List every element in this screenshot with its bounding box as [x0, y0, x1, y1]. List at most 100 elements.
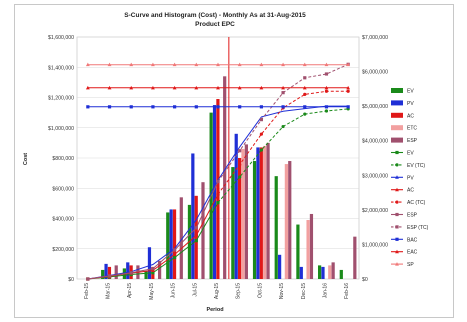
y-tick-label: $1,200,000 — [48, 96, 74, 102]
bar-esp — [157, 260, 162, 279]
line-ev-tc-marker — [238, 175, 242, 179]
bar-ev — [318, 265, 322, 279]
bar-ac — [238, 158, 242, 279]
line-ac-tc-marker — [216, 192, 220, 196]
line-ac-tc-marker — [238, 162, 242, 167]
x-tick-label: Jan-16 — [322, 283, 328, 299]
x-tick-label: Nov-15 — [279, 283, 285, 299]
line-ac-marker — [173, 252, 177, 257]
y2-tick-label: $4,000,000 — [362, 139, 388, 145]
bar-ev — [274, 176, 278, 279]
legend-item-sp: SP — [391, 262, 414, 268]
y-tick-label: $400,000 — [52, 217, 74, 223]
line-bac-marker — [303, 105, 307, 109]
legend-item-bac: BAC — [391, 237, 418, 243]
line-ev-marker — [194, 239, 198, 243]
y-tick-label: $800,000 — [52, 156, 74, 162]
legend-item-ev: EV — [391, 151, 414, 157]
bar-ac — [194, 195, 198, 279]
line-eac-marker — [151, 85, 155, 90]
y-axis-label: Cost — [23, 153, 29, 165]
s-curve-histogram-chart: S-Curve and Histogram (Cost) - Monthly A… — [23, 12, 429, 313]
line-ev-tc-marker — [324, 109, 329, 113]
chart-title: S-Curve and Histogram (Cost) - Monthly A… — [124, 12, 306, 19]
y-tick-label: $0 — [68, 277, 74, 283]
line-bac-marker — [151, 105, 155, 109]
legend-swatch — [391, 88, 403, 93]
legend-item-ev: EV — [391, 88, 414, 95]
line-bac-marker — [129, 105, 133, 109]
line-ev-tc-marker — [303, 112, 307, 116]
line-bac-marker — [86, 105, 90, 109]
legend-label: AC (TC) — [407, 200, 426, 206]
line-bac-marker — [259, 105, 263, 109]
bar-pv — [234, 133, 238, 279]
line-esp-marker — [86, 277, 90, 281]
line-esp-tc-marker — [238, 149, 242, 153]
legend-marker — [395, 200, 399, 204]
bar-pv — [147, 247, 152, 279]
line-esp-marker — [107, 274, 112, 278]
line-ev-marker — [173, 255, 177, 260]
legend-label: EV — [407, 89, 414, 95]
legend-label: PV — [407, 101, 414, 107]
bar-pv — [256, 147, 260, 279]
line-esp-tc-marker — [303, 76, 307, 80]
x-tick-label: Dec-15 — [301, 283, 307, 299]
line-sp-marker — [302, 62, 307, 67]
line-eac-marker — [216, 85, 220, 90]
bar-ev — [252, 161, 257, 279]
legend-item-etc: ETC — [391, 125, 417, 132]
y2-tick-label: $2,000,000 — [362, 208, 388, 214]
x-tick-label: Mar-15 — [106, 283, 112, 299]
legend-item-ev-tc: EV (TC) — [391, 163, 425, 169]
legend-item-esp: ESP — [391, 137, 418, 144]
line-esp-marker — [129, 271, 133, 275]
bar-esp — [114, 265, 118, 279]
line-sp-marker — [151, 62, 155, 67]
bar-esp — [266, 142, 270, 279]
legend-swatch — [391, 125, 403, 131]
legend-marker — [395, 262, 399, 266]
legend-item-ac: AC — [391, 187, 414, 194]
legend-label: EV — [407, 151, 414, 157]
bar-ac — [172, 209, 177, 279]
line-ac-tc-marker — [324, 89, 329, 93]
plot-area: $0 $200,000 $400,000 $600,000 $800,000 $1,000… — [48, 35, 388, 300]
bar-ev — [101, 269, 105, 279]
bar-ac — [107, 266, 112, 279]
bar-esp — [179, 197, 183, 279]
y2-tick-label: $7,000,000 — [362, 35, 388, 41]
y-tick-label: $1,000,000 — [48, 126, 74, 132]
line-eac-marker — [172, 85, 177, 90]
legend-item-esp-tc: ESP (TC) — [391, 225, 429, 231]
line-bac-marker — [281, 105, 285, 109]
line-bac-marker — [238, 105, 242, 109]
bar-etc — [241, 148, 245, 279]
line-ac-tc-marker — [259, 132, 263, 136]
x-tick-label: Apr-15 — [127, 283, 133, 298]
y2-tick-label: $5,000,000 — [362, 104, 388, 110]
bar-pv — [104, 263, 108, 279]
bar-esp — [201, 182, 205, 279]
legend-label: ESP (TC) — [407, 225, 429, 231]
x-tick-label: Sep-15 — [236, 283, 242, 299]
legend-marker — [395, 150, 399, 155]
line-sp-marker — [259, 62, 264, 67]
legend-marker — [395, 163, 399, 167]
legend-item-ac-tc: AC (TC) — [391, 200, 426, 206]
x-axis-label: Period — [206, 307, 223, 313]
line-ev-tc-marker — [281, 124, 285, 129]
line-sp-marker — [129, 62, 134, 67]
bar-pv — [212, 105, 217, 279]
bar-esp — [244, 144, 248, 279]
bar-esp — [309, 213, 314, 279]
y2-tick-label: $0 — [362, 277, 368, 283]
bar-pv — [169, 209, 173, 279]
legend-label: AC — [407, 113, 414, 119]
line-sp-marker — [172, 62, 177, 67]
legend-swatch — [391, 100, 403, 106]
line-bac-marker — [107, 105, 112, 109]
line-ac-tc-marker — [303, 92, 307, 96]
legend-item-eac: EAC — [391, 249, 418, 256]
